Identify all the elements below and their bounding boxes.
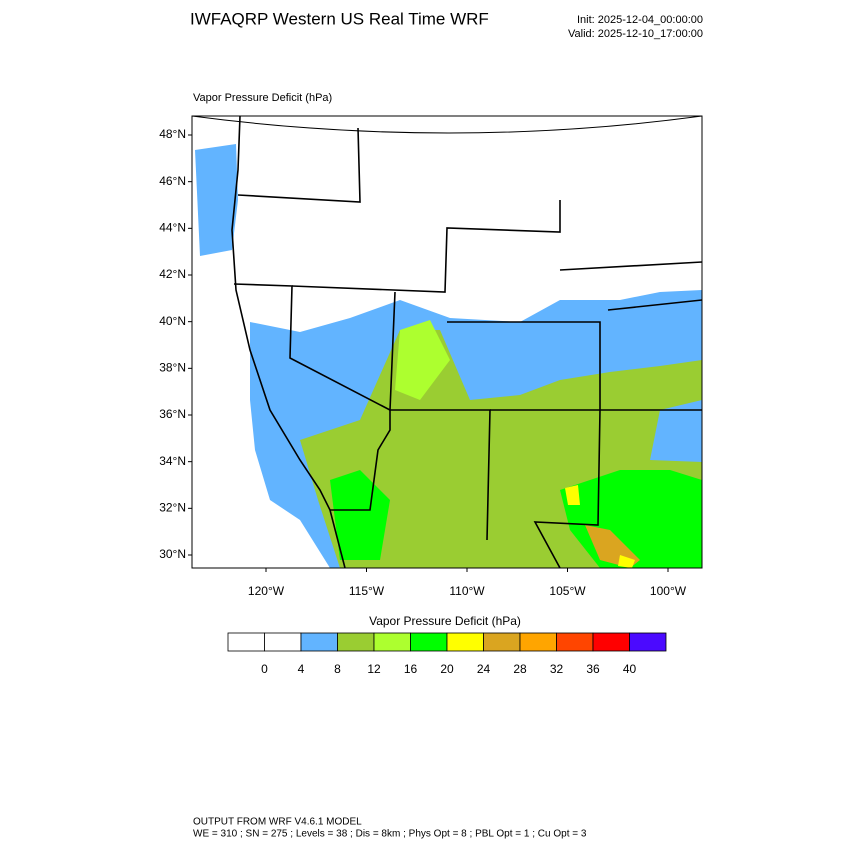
lon-tick-label: 100°W	[650, 584, 687, 598]
colorbar-box	[227, 632, 265, 652]
map	[191, 115, 703, 569]
colorbar-label: 36	[586, 662, 600, 676]
lon-tick-label: 120°W	[248, 584, 285, 598]
title: IWFAQRP Western US Real Time WRF	[190, 9, 489, 28]
colorbar-label: 4	[298, 662, 305, 676]
colorbar-box	[300, 632, 338, 652]
colorbar-label: 8	[334, 662, 341, 676]
colorbar-box	[592, 632, 630, 652]
colorbar-label: 20	[440, 662, 454, 676]
lon-tick-label: 115°W	[349, 584, 385, 598]
colorbar-box	[629, 632, 667, 652]
map-frame	[191, 115, 703, 569]
lon-tick-label: 110°W	[449, 584, 485, 598]
colorbar-label: 32	[550, 662, 564, 676]
lat-tick-label: 34°N	[159, 454, 186, 468]
lat-tick-label: 42°N	[159, 267, 186, 281]
colorbar-label: 12	[367, 662, 381, 676]
boundaries	[192, 116, 702, 568]
colorbar-box	[483, 632, 521, 652]
init-time: Init: 2025-12-04_00:00:00	[577, 14, 703, 26]
lat-tick-label: 30°N	[159, 547, 186, 561]
colorbar-box	[337, 632, 375, 652]
field-label: Vapor Pressure Deficit (hPa)	[193, 92, 332, 104]
lon-tick-label: 105°W	[549, 584, 586, 598]
colorbar-box	[264, 632, 302, 652]
map-shading	[195, 144, 702, 568]
lat-tick-label: 46°N	[159, 174, 186, 188]
lat-tick-label: 32°N	[159, 501, 186, 515]
colorbar-box	[519, 632, 557, 652]
colorbar-title: Vapor Pressure Deficit (hPa)	[369, 614, 521, 628]
lat-tick-label: 36°N	[159, 407, 186, 421]
lat-tick-label: 40°N	[159, 314, 186, 328]
valid-time: Valid: 2025-12-10_17:00:00	[568, 28, 703, 40]
colorbar-box	[556, 632, 594, 652]
lat-tick-label: 48°N	[159, 127, 186, 141]
lat-tick-label: 38°N	[159, 361, 186, 375]
colorbar-box	[373, 632, 411, 652]
colorbar-box	[410, 632, 448, 652]
colorbar-label: 40	[623, 662, 637, 676]
colorbar-box	[446, 632, 484, 652]
lat-tick-label: 44°N	[159, 221, 186, 235]
colorbar-label: 0	[261, 662, 268, 676]
colorbar-label: 28	[513, 662, 527, 676]
colorbar-label: 24	[477, 662, 491, 676]
footer-line: OUTPUT FROM WRF V4.6.1 MODEL	[193, 817, 362, 828]
footer-line: WE = 310 ; SN = 275 ; Levels = 38 ; Dis …	[193, 829, 587, 840]
colorbar-label: 16	[404, 662, 418, 676]
